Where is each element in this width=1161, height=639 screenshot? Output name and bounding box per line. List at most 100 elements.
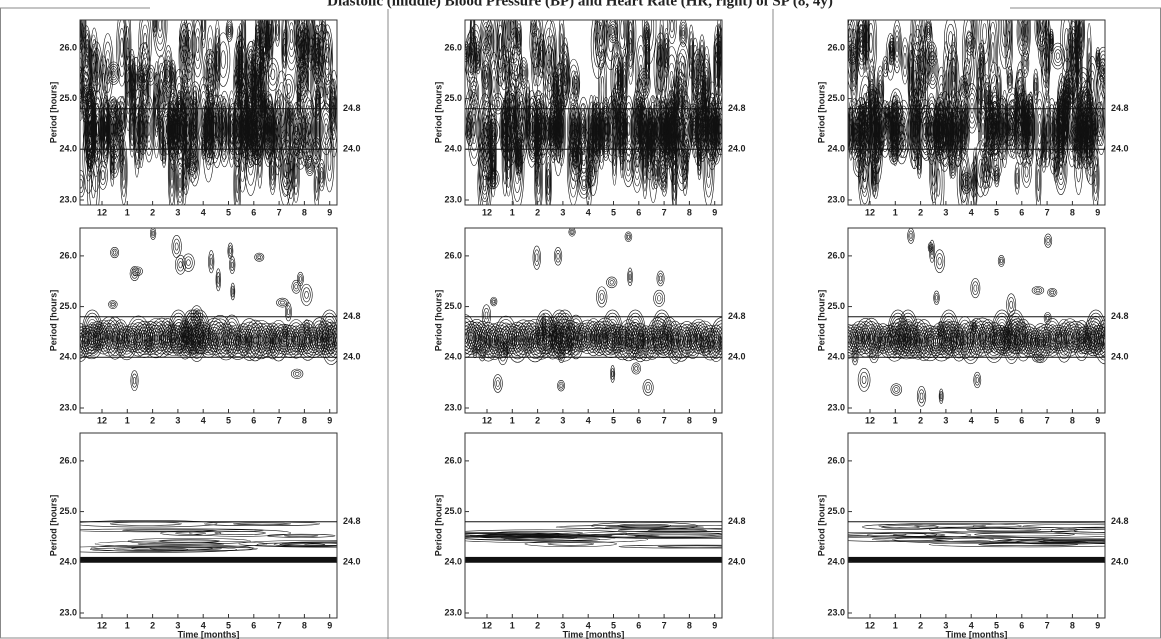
x-tick-label: 7 <box>662 620 667 630</box>
y-tick-label: 23.0 <box>827 194 845 204</box>
x-tick-label: 6 <box>1019 207 1024 217</box>
x-tick-label: 8 <box>1070 415 1075 425</box>
x-tick-label: 7 <box>277 620 282 630</box>
x-tick-label: 5 <box>226 415 231 425</box>
x-tick-label: 4 <box>201 415 206 425</box>
y-tick-label: 23.0 <box>59 402 77 412</box>
x-tick-label: 8 <box>302 415 307 425</box>
x-tick-label: 9 <box>327 620 332 630</box>
y-axis-label: Period [hours] <box>48 495 58 557</box>
x-tick-label: 5 <box>226 207 231 217</box>
figure-title: Diastolic (middle) Blood Pressure (BP) a… <box>327 0 833 9</box>
x-tick-label: 12 <box>97 620 107 630</box>
reference-label: 24.8 <box>728 103 746 113</box>
y-tick-label: 26.0 <box>444 455 462 465</box>
x-tick-label: 12 <box>865 620 875 630</box>
reference-label: 24.0 <box>728 144 746 154</box>
x-tick-label: 3 <box>175 415 180 425</box>
x-tick-label: 12 <box>97 207 107 217</box>
x-tick-label: 12 <box>482 415 492 425</box>
contour <box>465 557 722 562</box>
reference-label: 24.8 <box>1111 516 1129 526</box>
x-tick-label: 4 <box>586 415 591 425</box>
y-tick-label: 23.0 <box>827 607 845 617</box>
x-axis-label: Time [months] <box>563 629 625 639</box>
x-tick-label: 7 <box>277 415 282 425</box>
x-tick-label: 7 <box>277 207 282 217</box>
reference-label: 24.0 <box>343 352 361 362</box>
x-tick-label: 1 <box>893 415 898 425</box>
x-tick-label: 12 <box>97 415 107 425</box>
x-tick-label: 7 <box>1045 207 1050 217</box>
x-tick-label: 2 <box>150 620 155 630</box>
x-tick-label: 9 <box>1095 415 1100 425</box>
y-tick-label: 24.0 <box>59 557 77 567</box>
x-tick-label: 6 <box>636 207 641 217</box>
x-tick-label: 6 <box>636 620 641 630</box>
y-axis-label: Period [hours] <box>48 290 58 352</box>
reference-label: 24.8 <box>343 516 361 526</box>
x-tick-label: 7 <box>1045 620 1050 630</box>
x-tick-label: 1 <box>125 207 130 217</box>
x-tick-label: 4 <box>586 207 591 217</box>
y-tick-label: 25.0 <box>59 301 77 311</box>
x-tick-label: 3 <box>560 415 565 425</box>
x-tick-label: 12 <box>482 207 492 217</box>
x-tick-label: 1 <box>125 415 130 425</box>
y-axis-label: Period [hours] <box>48 82 58 144</box>
figure: Diastolic (middle) Blood Pressure (BP) a… <box>0 0 1161 639</box>
y-tick-label: 24.0 <box>444 557 462 567</box>
x-tick-label: 2 <box>535 620 540 630</box>
x-tick-label: 3 <box>560 207 565 217</box>
x-tick-label: 9 <box>327 415 332 425</box>
x-tick-label: 8 <box>302 207 307 217</box>
x-tick-label: 6 <box>1019 415 1024 425</box>
reference-label: 24.8 <box>728 311 746 321</box>
y-tick-label: 25.0 <box>827 93 845 103</box>
y-tick-label: 26.0 <box>444 250 462 260</box>
y-tick-label: 25.0 <box>59 506 77 516</box>
y-tick-label: 25.0 <box>827 301 845 311</box>
y-tick-label: 25.0 <box>59 93 77 103</box>
reference-label: 24.0 <box>1111 557 1129 567</box>
x-tick-label: 6 <box>1019 620 1024 630</box>
reference-label: 24.0 <box>343 557 361 567</box>
y-axis-label: Period [hours] <box>433 290 443 352</box>
y-axis-label: Period [hours] <box>433 82 443 144</box>
x-tick-label: 7 <box>662 415 667 425</box>
x-tick-label: 5 <box>994 207 999 217</box>
x-tick-label: 1 <box>125 620 130 630</box>
y-tick-label: 26.0 <box>59 42 77 52</box>
y-tick-label: 23.0 <box>444 607 462 617</box>
x-tick-label: 6 <box>251 207 256 217</box>
y-axis-label: Period [hours] <box>433 495 443 557</box>
x-tick-label: 3 <box>175 207 180 217</box>
x-tick-label: 9 <box>327 207 332 217</box>
y-tick-label: 24.0 <box>444 352 462 362</box>
x-tick-label: 9 <box>712 620 717 630</box>
y-tick-label: 24.0 <box>827 352 845 362</box>
x-tick-label: 6 <box>636 415 641 425</box>
y-tick-label: 23.0 <box>59 194 77 204</box>
reference-label: 24.0 <box>1111 144 1129 154</box>
x-tick-label: 9 <box>1095 207 1100 217</box>
y-tick-label: 25.0 <box>444 506 462 516</box>
x-tick-label: 4 <box>201 207 206 217</box>
x-tick-label: 2 <box>535 207 540 217</box>
x-tick-label: 1 <box>893 207 898 217</box>
x-tick-label: 2 <box>150 415 155 425</box>
y-axis-label: Period [hours] <box>816 495 826 557</box>
y-tick-label: 24.0 <box>444 144 462 154</box>
y-tick-label: 23.0 <box>827 402 845 412</box>
y-tick-label: 26.0 <box>59 250 77 260</box>
x-tick-label: 8 <box>687 207 692 217</box>
x-tick-label: 2 <box>918 415 923 425</box>
x-tick-label: 5 <box>611 415 616 425</box>
x-tick-label: 3 <box>943 415 948 425</box>
x-tick-label: 1 <box>510 415 515 425</box>
x-tick-label: 5 <box>611 207 616 217</box>
contour <box>848 557 1105 562</box>
x-tick-label: 5 <box>994 415 999 425</box>
y-tick-label: 26.0 <box>59 455 77 465</box>
y-tick-label: 25.0 <box>444 93 462 103</box>
